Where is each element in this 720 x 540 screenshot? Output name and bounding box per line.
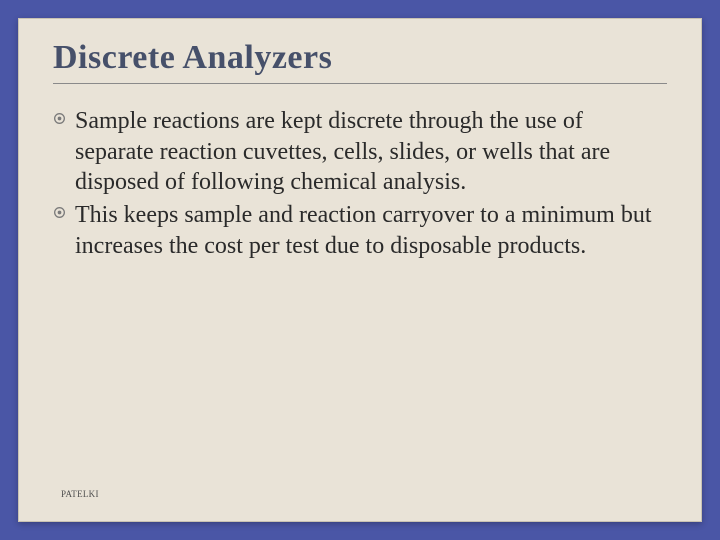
content-area: Sample reactions are kept discrete throu… (53, 106, 667, 262)
slide-inner: Discrete Analyzers Sample reactions are … (18, 18, 702, 522)
slide-title: Discrete Analyzers (53, 39, 667, 77)
bullet-text: Sample reactions are kept discrete throu… (75, 108, 610, 195)
circle-dot-icon (53, 112, 66, 125)
footer-text: PATELKI (61, 489, 99, 499)
bullet-text: This keeps sample and reaction carryover… (75, 202, 652, 259)
slide-outer: Discrete Analyzers Sample reactions are … (0, 0, 720, 540)
circle-dot-icon (53, 206, 66, 219)
bullet-item: Sample reactions are kept discrete throu… (53, 106, 667, 198)
title-rule (53, 83, 667, 84)
bullet-item: This keeps sample and reaction carryover… (53, 200, 667, 261)
